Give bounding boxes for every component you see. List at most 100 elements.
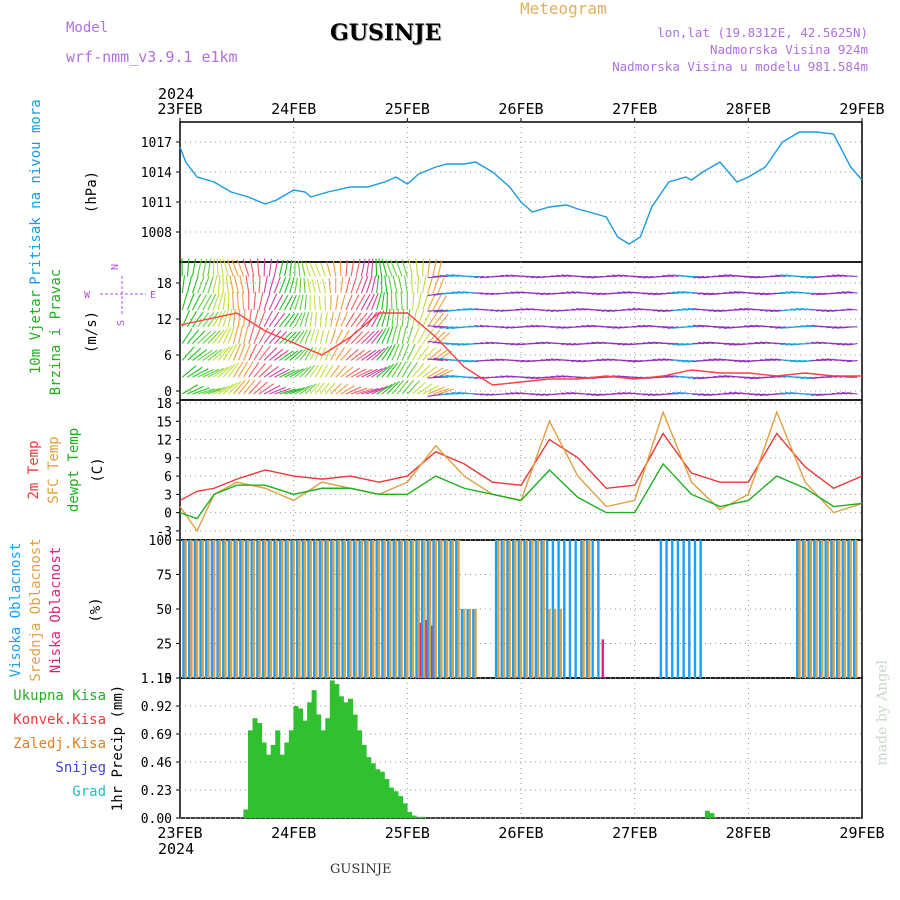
cloud-bar <box>258 540 261 678</box>
wind-barb <box>340 311 348 328</box>
cloud-bar <box>406 540 409 678</box>
wind-barb <box>197 258 203 277</box>
meteogram-label: Meteogram <box>520 0 607 18</box>
wind-barb <box>432 312 444 328</box>
wind-barb <box>207 330 221 344</box>
wind-barb <box>360 294 371 311</box>
cloud-bar <box>665 540 668 678</box>
cloud-bar <box>386 540 390 678</box>
precip-bar <box>284 742 290 818</box>
wind-barb <box>495 309 505 312</box>
precip-bar <box>704 810 710 818</box>
wind-barb <box>181 365 197 378</box>
wind-barb <box>237 308 241 327</box>
wind-barb <box>316 279 321 294</box>
cloud-bar <box>466 609 469 678</box>
wind-barb <box>361 368 378 378</box>
wind-barb <box>345 259 348 277</box>
wind-barb <box>401 343 410 361</box>
wind-barb <box>474 324 485 328</box>
cloud-bar <box>349 540 352 678</box>
wind-barb <box>606 326 618 329</box>
wind-barb <box>366 348 382 361</box>
wind-barb <box>392 275 398 294</box>
y-tick-label: 1017 <box>141 136 172 151</box>
cloud-bar <box>222 540 225 678</box>
wind-barb <box>248 308 252 327</box>
wind-unit: (m/s) <box>84 311 100 353</box>
wind-barb <box>708 358 720 361</box>
cloud-bar <box>443 540 447 678</box>
wind-barb <box>284 331 297 344</box>
precip-bar <box>357 730 363 818</box>
wind-barb <box>728 343 740 346</box>
wind-barb <box>770 326 781 329</box>
wind-barb <box>252 275 255 294</box>
wind-barb <box>294 294 301 311</box>
wind-barb <box>485 292 495 295</box>
wind-barb <box>627 359 638 363</box>
wind-barb <box>427 358 444 361</box>
wind-barb <box>197 294 207 311</box>
wind-barb <box>606 309 618 313</box>
cloud-bar <box>551 540 555 678</box>
cloud-bar <box>205 540 208 678</box>
precip-bar <box>709 813 715 818</box>
y-tick-label: 18 <box>156 397 172 412</box>
wind-barb <box>202 276 210 294</box>
wind-barb <box>181 346 195 361</box>
wind-barb <box>376 383 393 395</box>
wind-barb <box>713 375 725 378</box>
cloud-bar <box>671 540 674 678</box>
wind-barb <box>728 291 740 294</box>
cloud-bar <box>519 540 523 678</box>
wind-barb <box>410 275 413 294</box>
cloud-bar <box>199 540 202 678</box>
time-label-bottom: 23FEB <box>157 824 202 842</box>
wind-barb <box>381 292 385 311</box>
wind-barb <box>207 258 212 277</box>
wind-barb <box>805 393 817 396</box>
wind-barb <box>268 367 285 378</box>
wind-barb <box>754 292 766 295</box>
wind-barb <box>309 312 313 327</box>
cloud-bar <box>568 540 572 678</box>
wind-barb <box>647 341 659 345</box>
cloud-bar <box>574 540 577 678</box>
wind-barb <box>350 259 355 277</box>
wind-barb <box>474 376 485 380</box>
wind-barb <box>227 308 233 327</box>
wind-barb <box>365 293 375 311</box>
cloud-bar <box>514 540 517 678</box>
wind-barb <box>207 367 224 378</box>
wind-barb <box>370 275 377 294</box>
y-tick-label: 0 <box>164 507 172 522</box>
cloud-bar <box>269 540 273 678</box>
wind-barb <box>284 369 300 378</box>
wind-barb <box>186 329 200 344</box>
cloud-bar <box>585 540 589 678</box>
wind-barb <box>411 292 415 311</box>
cloud-bar <box>699 540 702 678</box>
cloud-bar <box>425 620 428 678</box>
wind-barb <box>708 309 720 312</box>
wind-barb <box>181 384 198 395</box>
wind-barb <box>427 293 436 311</box>
cloud-bar <box>841 540 844 678</box>
wind-barb <box>217 365 233 378</box>
wind-barb <box>765 358 776 361</box>
wind-barb <box>229 275 234 294</box>
y-tick-label: 6 <box>164 349 172 364</box>
wind-barb <box>749 275 761 279</box>
compass-w: W <box>84 290 91 301</box>
cloud-bar <box>542 540 545 678</box>
wind-barb <box>439 274 454 277</box>
wind-barb <box>243 361 254 378</box>
wind-barb <box>576 308 587 311</box>
wind-barb <box>390 291 393 311</box>
wind-barb <box>238 379 251 395</box>
wind-barb <box>505 375 515 378</box>
cloud-bar <box>267 540 270 678</box>
wind-barb <box>227 362 240 378</box>
y-tick-label: 0.69 <box>141 728 172 743</box>
